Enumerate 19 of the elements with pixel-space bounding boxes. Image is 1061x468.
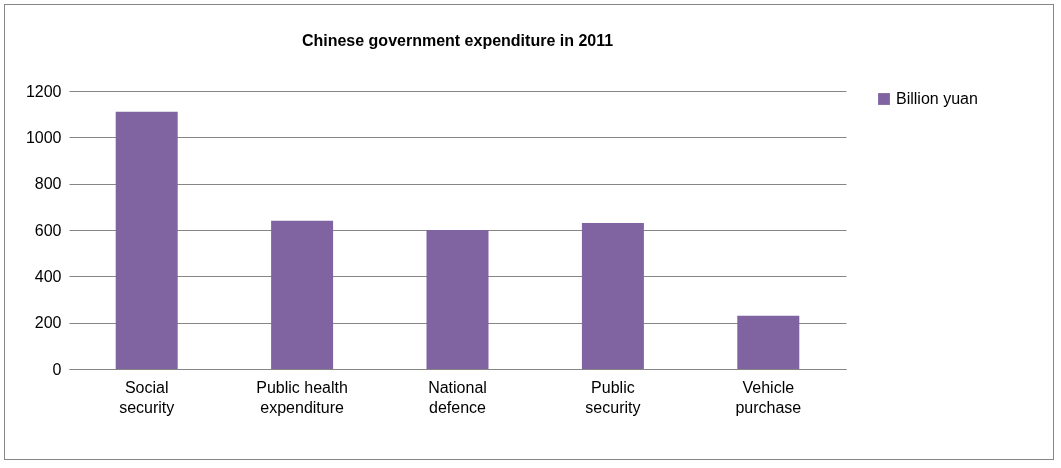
y-tick-label: 600: [34, 221, 62, 239]
y-tick-label: 200: [34, 314, 62, 332]
x-tick-label: Vehicle purchase: [735, 378, 802, 416]
bar: [426, 230, 489, 369]
y-tick-label: 400: [34, 267, 62, 285]
bar: [271, 220, 334, 369]
x-tick-label: Public health expenditure: [256, 378, 348, 416]
x-tick-label: Social security: [119, 378, 175, 416]
y-tick-label: 1200: [25, 82, 62, 100]
y-tick-label: 0: [52, 360, 62, 378]
bar: [737, 315, 800, 369]
x-tick-label: National defence: [428, 378, 487, 416]
y-tick-label: 800: [34, 175, 62, 193]
chart-title: Chinese government expenditure in 2011: [301, 32, 614, 49]
bar: [581, 223, 644, 369]
legend-label: Billion yuan: [896, 90, 978, 107]
bar: [115, 111, 178, 369]
y-tick-label: 1000: [25, 128, 62, 146]
x-tick-label: Public security: [585, 378, 641, 416]
